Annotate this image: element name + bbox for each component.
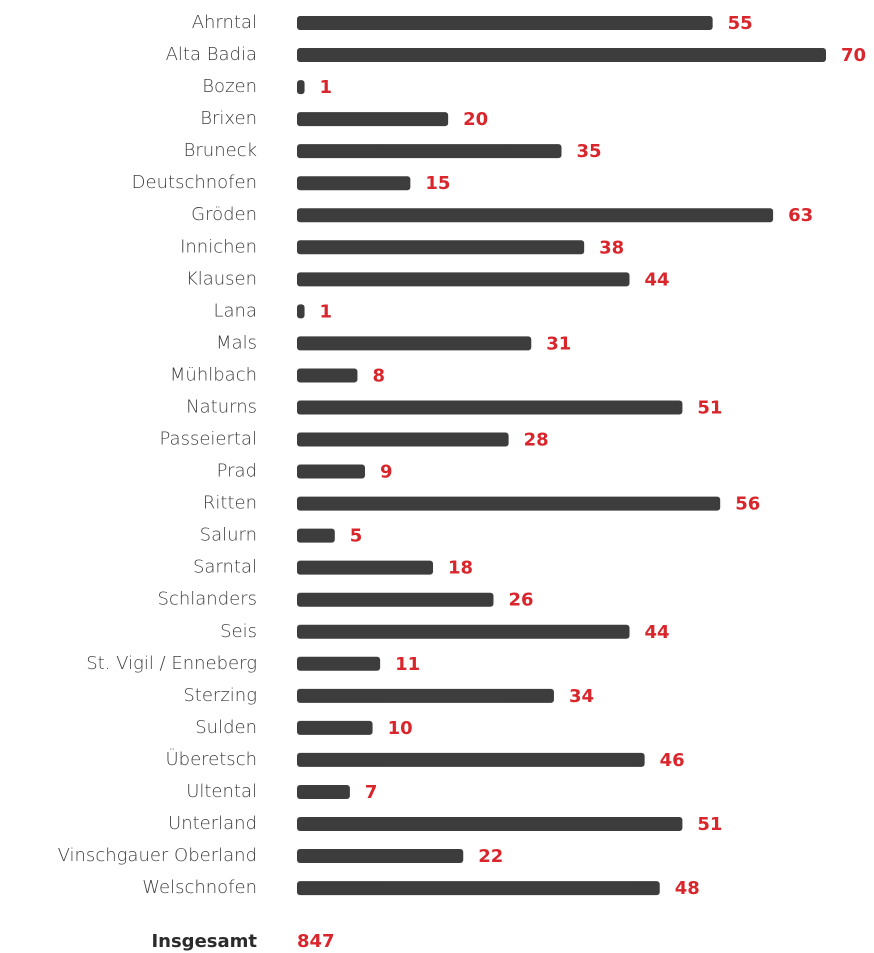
bar (297, 817, 683, 831)
bar (297, 464, 366, 479)
bar (297, 48, 826, 63)
category-label: Ritten (203, 493, 257, 514)
category-label: Alta Badia (166, 44, 257, 65)
category-label: Salurn (200, 525, 257, 546)
category-label: Bozen (202, 76, 257, 97)
value-label: 55 (728, 13, 753, 34)
category-label: Unterland (168, 813, 257, 834)
value-label: 56 (735, 494, 760, 515)
bar (297, 528, 335, 543)
bar (297, 368, 358, 383)
bar (297, 112, 449, 127)
value-label: 70 (841, 45, 866, 66)
category-label: Lana (214, 300, 258, 321)
value-label: 15 (425, 173, 450, 194)
category-label: Ultental (186, 781, 257, 802)
category-label: Klausen (186, 268, 257, 289)
category-label: Passeiertal (160, 429, 257, 450)
category-label: Überetsch (166, 748, 258, 770)
category-label: Mals (216, 332, 257, 353)
value-label: 1 (320, 301, 333, 322)
value-label: 22 (478, 846, 503, 867)
bar (297, 496, 721, 511)
bar (297, 400, 683, 415)
bar (297, 80, 305, 95)
bar (297, 336, 532, 351)
bar (297, 656, 381, 671)
bar (297, 304, 305, 319)
value-label: 18 (448, 558, 473, 579)
bar (297, 752, 645, 767)
category-label: Vinschgauer Oberland (58, 845, 257, 866)
value-label: 35 (577, 141, 602, 162)
bar (297, 784, 350, 799)
value-label: 8 (372, 365, 385, 386)
value-label: 38 (599, 237, 624, 258)
category-label: Gröden (191, 204, 257, 225)
value-label: 34 (569, 686, 594, 707)
value-label: 1 (320, 77, 333, 98)
total-label: Insgesamt (151, 931, 257, 952)
category-label: Seis (220, 621, 257, 642)
value-label: 44 (645, 269, 670, 290)
bar (297, 432, 509, 447)
value-label: 20 (463, 109, 488, 130)
bar (297, 849, 464, 864)
bar (297, 208, 774, 223)
value-label: 51 (697, 397, 722, 418)
category-label: Sarntal (193, 557, 257, 578)
value-label: 46 (660, 750, 685, 771)
value-label: 7 (365, 782, 378, 803)
bar (297, 720, 373, 735)
category-label: Mühlbach (170, 364, 257, 385)
value-label: 9 (380, 462, 393, 483)
category-label: Sterzing (183, 685, 257, 706)
value-label: 5 (350, 526, 363, 547)
value-label: 31 (546, 333, 571, 354)
bar (297, 272, 630, 287)
category-label: Ahrntal (192, 12, 257, 33)
value-label: 51 (697, 814, 722, 835)
bar (297, 144, 562, 159)
bar (297, 176, 411, 191)
bar (297, 624, 630, 639)
value-label: 48 (675, 878, 700, 899)
value-label: 28 (524, 430, 549, 451)
category-label: Naturns (186, 396, 257, 417)
category-label: Schlanders (158, 589, 257, 610)
category-label: Innichen (180, 236, 257, 257)
bar (297, 16, 713, 30)
category-label: Welschnofen (142, 877, 257, 898)
category-label: Sulden (195, 717, 257, 738)
category-label: Prad (217, 461, 257, 482)
bar (297, 688, 554, 703)
value-label: 44 (645, 622, 670, 643)
value-label: 26 (508, 590, 533, 611)
category-label: Bruneck (184, 140, 257, 161)
category-label: Brixen (200, 108, 257, 129)
category-label: St. Vigil / Enneberg (86, 653, 257, 674)
value-label: 63 (788, 205, 813, 226)
total-value: 847 (297, 931, 335, 952)
category-label: Deutschnofen (132, 172, 257, 193)
bar (297, 592, 494, 607)
value-label: 11 (395, 654, 420, 675)
value-label: 10 (388, 718, 413, 739)
bar (297, 881, 660, 896)
bar (297, 560, 434, 575)
bar (297, 240, 585, 255)
